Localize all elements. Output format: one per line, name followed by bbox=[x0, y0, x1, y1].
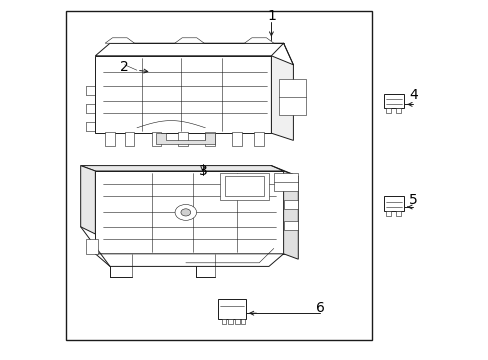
Bar bbox=[232, 132, 242, 146]
Polygon shape bbox=[105, 38, 134, 43]
Bar bbox=[66, 11, 371, 340]
Polygon shape bbox=[81, 166, 283, 171]
Bar bbox=[283, 221, 298, 230]
Bar bbox=[228, 319, 232, 324]
Bar bbox=[151, 132, 161, 146]
Bar bbox=[383, 196, 404, 211]
Polygon shape bbox=[95, 254, 283, 266]
Text: 6: 6 bbox=[315, 301, 324, 315]
Bar bbox=[386, 211, 390, 216]
Bar bbox=[217, 299, 245, 319]
Bar bbox=[383, 94, 404, 108]
Bar bbox=[85, 239, 98, 254]
Polygon shape bbox=[175, 38, 204, 43]
Bar bbox=[124, 132, 134, 146]
Polygon shape bbox=[244, 38, 273, 43]
Polygon shape bbox=[156, 133, 215, 144]
Text: 4: 4 bbox=[408, 89, 417, 102]
Polygon shape bbox=[95, 43, 283, 56]
Bar bbox=[386, 108, 390, 113]
Bar bbox=[105, 132, 115, 146]
Bar bbox=[178, 132, 188, 146]
Text: 1: 1 bbox=[266, 9, 275, 23]
Bar bbox=[221, 319, 225, 324]
Bar bbox=[235, 319, 239, 324]
Bar bbox=[283, 200, 298, 209]
Bar bbox=[283, 178, 298, 187]
Polygon shape bbox=[271, 56, 293, 140]
Circle shape bbox=[175, 204, 196, 220]
Circle shape bbox=[181, 209, 190, 216]
Text: 5: 5 bbox=[408, 193, 417, 207]
Bar bbox=[205, 132, 215, 146]
Polygon shape bbox=[95, 56, 271, 133]
Bar bbox=[273, 173, 298, 191]
Bar bbox=[241, 319, 245, 324]
Polygon shape bbox=[95, 171, 283, 254]
Bar bbox=[224, 176, 264, 196]
Bar bbox=[395, 211, 400, 216]
Bar bbox=[395, 108, 400, 113]
Polygon shape bbox=[283, 171, 298, 259]
Text: 2: 2 bbox=[120, 60, 129, 73]
Bar bbox=[220, 173, 268, 200]
Bar bbox=[254, 132, 264, 146]
Text: 3: 3 bbox=[198, 164, 207, 178]
Bar bbox=[278, 79, 305, 115]
Polygon shape bbox=[81, 166, 95, 234]
